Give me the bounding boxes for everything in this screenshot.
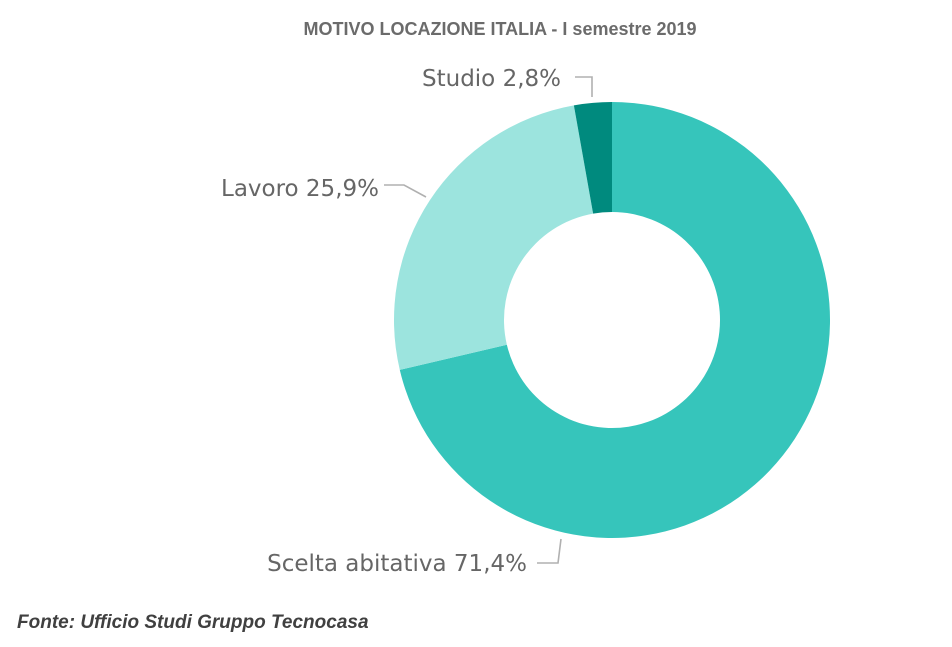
donut-slice-lavoro: [394, 105, 594, 370]
leader-line-studio: [575, 76, 593, 97]
donut-slice-studio: [573, 102, 612, 214]
data-label-scelta-abitativa: Scelta abitativa 71,4%: [267, 551, 527, 577]
donut-slices: [394, 102, 830, 539]
leader-line-lavoro: [384, 184, 427, 198]
source-note: Fonte: Ufficio Studi Gruppo Tecnocasa: [17, 612, 369, 633]
chart-title: MOTIVO LOCAZIONE ITALIA - I semestre 201…: [303, 19, 697, 39]
data-label-lavoro: Lavoro 25,9%: [221, 176, 379, 202]
data-label-studio: Studio 2,8%: [422, 66, 561, 92]
donut-slice-scelta-abitativa: [399, 102, 830, 539]
leader-line-scelta-abitativa: [537, 538, 562, 564]
